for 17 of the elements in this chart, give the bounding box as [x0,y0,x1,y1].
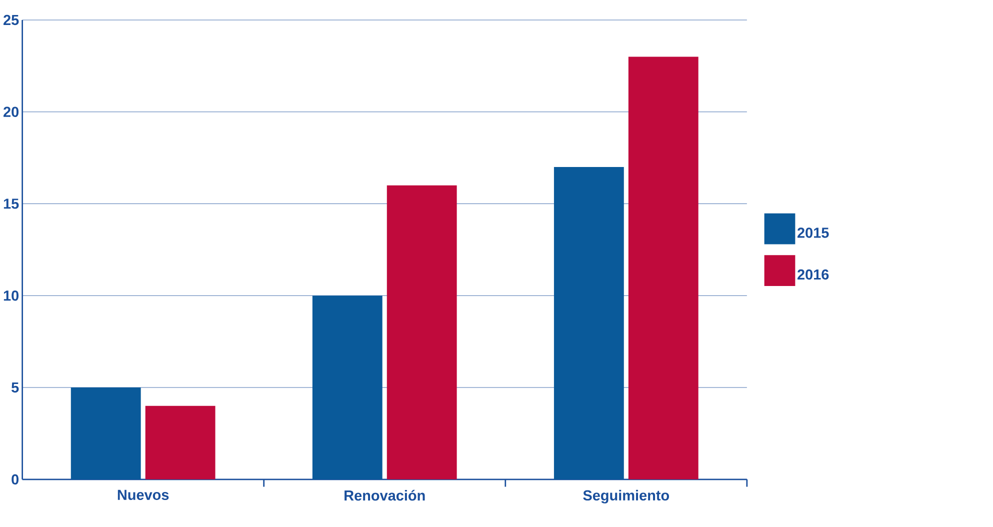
x-tick-label: Nuevos [118,490,169,500]
y-tick-label: 15 [4,198,19,209]
bar [145,406,216,480]
legend-label: 2015 [797,228,829,238]
y-tick-label: 10 [4,290,19,301]
y-tick-label: 20 [4,106,19,118]
legend-label: 2016 [797,270,829,280]
y-tick-label: 0 [12,474,19,485]
x-tick-label: Seguimiento [583,490,670,504]
bar [386,186,457,480]
y-tick-label: 5 [12,382,19,393]
x-tick-label: Renovación [344,490,425,501]
bar [312,296,382,480]
bar [628,56,698,480]
bar [554,167,624,480]
bar [70,388,141,480]
y-tick-label: 25 [4,15,19,26]
